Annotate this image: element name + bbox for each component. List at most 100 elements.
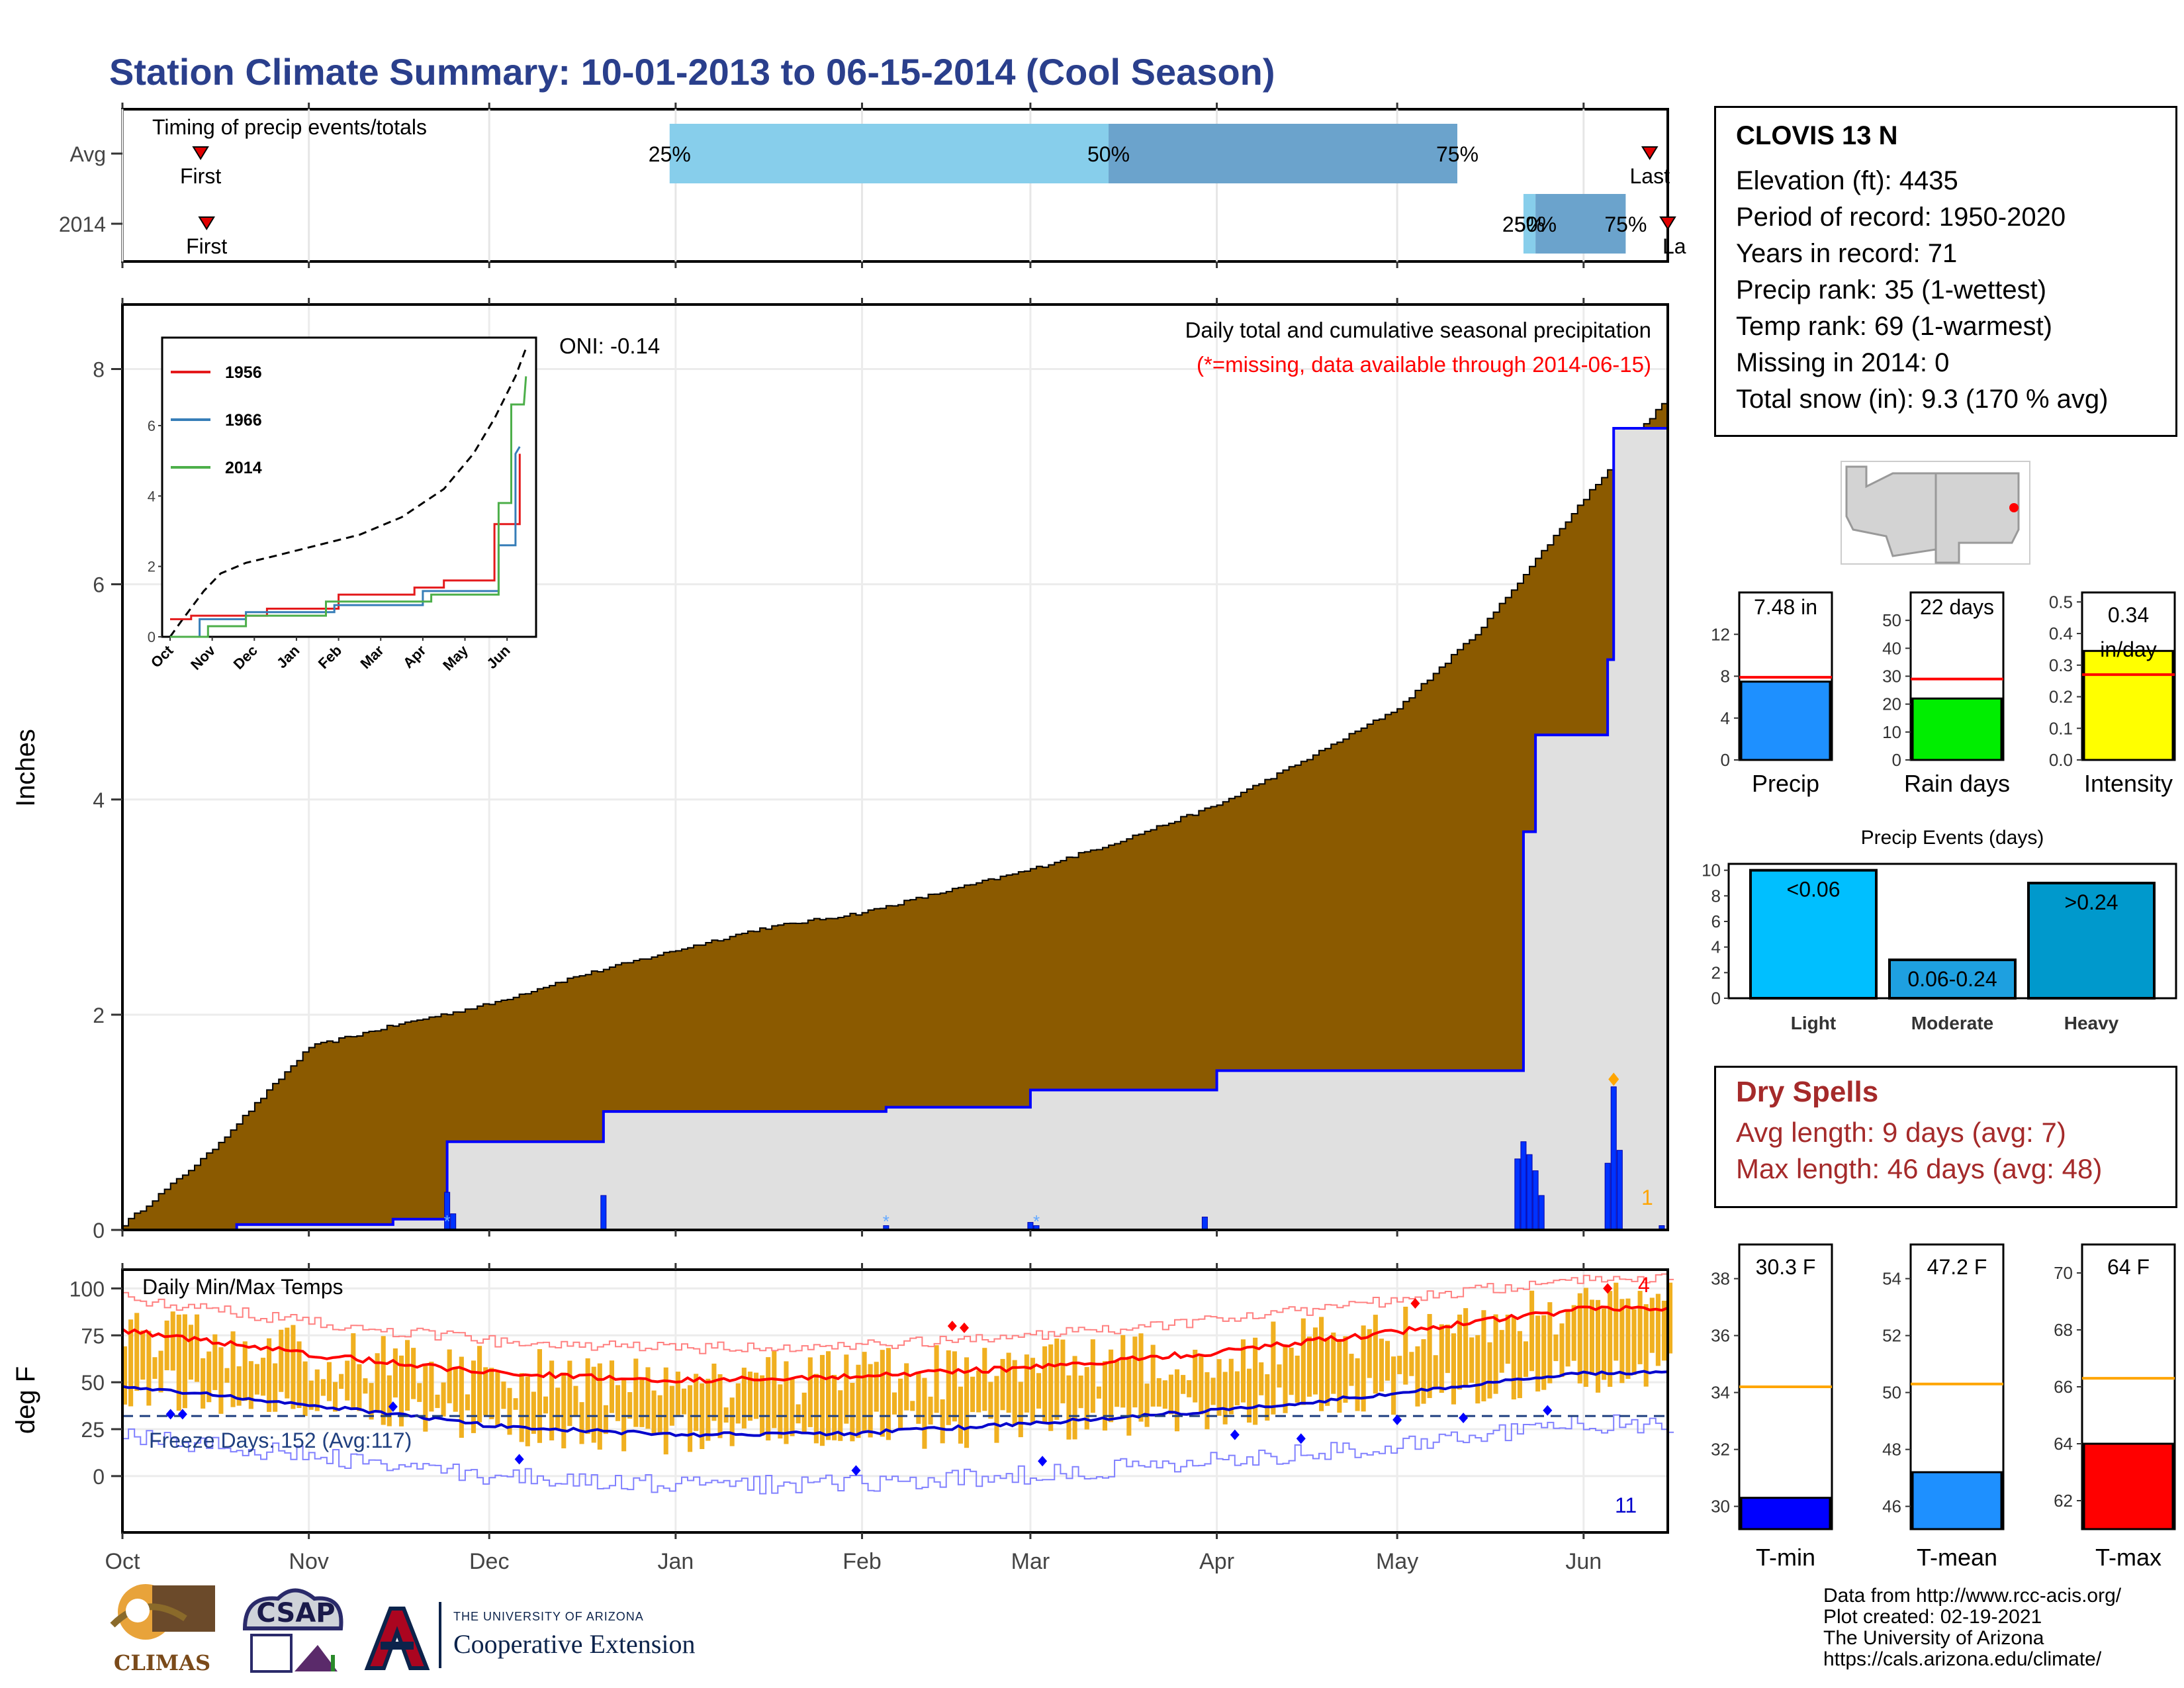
climas-logo-text: CLIMAS [113, 1650, 211, 1675]
timing-title: Timing of precip events/totals [152, 115, 427, 139]
daily-temp-bar-223 [1463, 1308, 1469, 1387]
daily-temp-bar-206 [1361, 1325, 1366, 1412]
temp-summary-ytick-0-3: 36 [1711, 1326, 1730, 1346]
daily-temp-bar-184 [1228, 1358, 1234, 1415]
daily-temp-bar-224 [1469, 1337, 1475, 1383]
dry-spells-max: Max length: 46 days (avg: 48) [1736, 1153, 2103, 1184]
daily-temp-bar-222 [1457, 1314, 1463, 1389]
daily-precip-bar-13 [1610, 1086, 1617, 1231]
daily-temp-bar-35 [332, 1382, 338, 1412]
footer-line-created: Plot created: 02-19-2021 [1823, 1606, 2042, 1628]
daily-temp-bar-210 [1385, 1340, 1390, 1381]
footer-line-url: https://cals.arizona.edu/climate/ [1823, 1648, 2102, 1670]
timing-bar-light-0 [669, 124, 1109, 183]
daily-temp-bar-154 [1048, 1344, 1054, 1431]
daily-temp-bar-113 [801, 1392, 807, 1433]
avg-max-temp-line [121, 1305, 1668, 1384]
timing-last-label-0: Last [1630, 164, 1670, 188]
timing-pct-1-0: 25% [1502, 212, 1545, 236]
daily-temp-bar-143 [982, 1348, 987, 1411]
record-high-marker-1 [959, 1322, 969, 1333]
daily-temp-bar-75 [573, 1385, 578, 1417]
precip-events-ytick-1: 2 [1711, 962, 1721, 982]
daily-temp-bar-195 [1295, 1355, 1300, 1403]
daily-temp-bar-134 [928, 1396, 933, 1425]
precip-events-title: Precip Events (days) [1861, 827, 2044, 849]
timing-pct-0-1: 50% [1087, 142, 1130, 166]
summary-ytick-2-3: 0.3 [2049, 655, 2073, 675]
daily-temp-bar-226 [1481, 1310, 1486, 1401]
summary-ytick-2-4: 0.4 [2049, 624, 2073, 643]
daily-temp-bar-84 [627, 1392, 633, 1419]
summary-ytick-1-2: 20 [1882, 694, 1901, 714]
station-elevation: Elevation (ft): 4435 [1736, 166, 1958, 195]
daily-temp-bar-162 [1096, 1386, 1101, 1399]
daily-temp-bar-46 [398, 1355, 404, 1427]
daily-temp-bar-241 [1571, 1305, 1576, 1361]
daily-temp-bar-189 [1259, 1362, 1264, 1395]
timing-first-label-1: First [186, 234, 227, 258]
daily-temp-bar-227 [1487, 1342, 1492, 1399]
temp-panel-frame [121, 1268, 1669, 1534]
daily-temp-bar-31 [308, 1380, 314, 1410]
daily-temp-bar-1 [128, 1319, 134, 1407]
temp-summary-ytick-0-2: 34 [1711, 1383, 1730, 1403]
daily-temp-bar-144 [988, 1382, 993, 1419]
daily-temp-bar-27 [285, 1327, 290, 1399]
daily-temp-bar-86 [639, 1380, 645, 1427]
daily-temp-bar-151 [1030, 1358, 1036, 1423]
daily-temp-bar-20 [242, 1341, 248, 1401]
daily-temp-bar-185 [1234, 1371, 1240, 1405]
daily-temp-bar-4 [146, 1331, 152, 1406]
temp-summary-label-0: T-min [1756, 1544, 1815, 1571]
daily-temp-bar-114 [807, 1357, 813, 1427]
daily-temp-bar-82 [615, 1385, 621, 1421]
daily-temp-bar-107 [766, 1357, 771, 1441]
daily-temp-bar-89 [657, 1395, 662, 1435]
daily-temp-bar-49 [417, 1383, 422, 1402]
daily-temp-bar-88 [651, 1390, 657, 1436]
daily-temp-bar-54 [447, 1349, 452, 1403]
daily-temp-bar-255 [1655, 1293, 1661, 1366]
daily-temp-bar-56 [459, 1356, 464, 1438]
temp-summary-ytick-1-3: 52 [1882, 1326, 1901, 1346]
daily-temp-bar-181 [1210, 1378, 1216, 1405]
daily-temp-bar-11 [188, 1325, 194, 1380]
daily-temp-bar-43 [381, 1336, 386, 1425]
temp-summary-ytick-1-4: 54 [1882, 1269, 1901, 1289]
daily-temp-bar-112 [796, 1404, 801, 1424]
timing-first-marker-0 [192, 146, 209, 160]
temp-summary-ytick-0-0: 30 [1711, 1497, 1730, 1517]
daily-temp-bar-142 [976, 1370, 981, 1413]
precip-panel-frame [121, 303, 1669, 1231]
summary-ytick-2-2: 0.2 [2049, 687, 2073, 707]
daily-temp-bar-166 [1120, 1335, 1126, 1408]
precip-event-label-0: Light [1791, 1013, 1836, 1033]
daily-temp-bar-6 [158, 1350, 163, 1393]
xaxis-month-1: Nov [289, 1549, 328, 1574]
summary-ytick-0-1: 4 [1721, 708, 1730, 728]
station-missing: Missing in 2014: 0 [1736, 348, 1950, 377]
precip-ytick-1: 2 [93, 1004, 105, 1027]
ua-small-text: THE UNIVERSITY OF ARIZONA [453, 1610, 644, 1623]
temp-summary-bar-2 [2083, 1442, 2174, 1530]
daily-temp-bar-225 [1475, 1335, 1480, 1404]
precip-events-ytick-5: 10 [1702, 861, 1721, 880]
precip-events-ytick-0: 0 [1711, 988, 1721, 1008]
record-high-marker-0 [947, 1321, 957, 1332]
cumulative-2014-line [122, 425, 1669, 1231]
daily-temp-bar-211 [1391, 1356, 1396, 1415]
daily-temp-bar-228 [1493, 1314, 1498, 1394]
daily-temp-bar-15 [212, 1334, 218, 1390]
daily-temp-bar-236 [1541, 1315, 1547, 1390]
daily-temp-bar-3 [140, 1330, 146, 1380]
daily-temp-bar-233 [1523, 1341, 1529, 1378]
summary-bar-1 [1911, 697, 2003, 761]
daily-temp-bar-170 [1144, 1383, 1150, 1427]
daily-temp-bar-148 [1012, 1360, 1017, 1425]
station-years: Years in record: 71 [1736, 239, 1958, 268]
daily-temp-bar-55 [453, 1368, 458, 1412]
location-map-states [1845, 465, 2020, 564]
daily-temp-bar-47 [405, 1340, 410, 1411]
